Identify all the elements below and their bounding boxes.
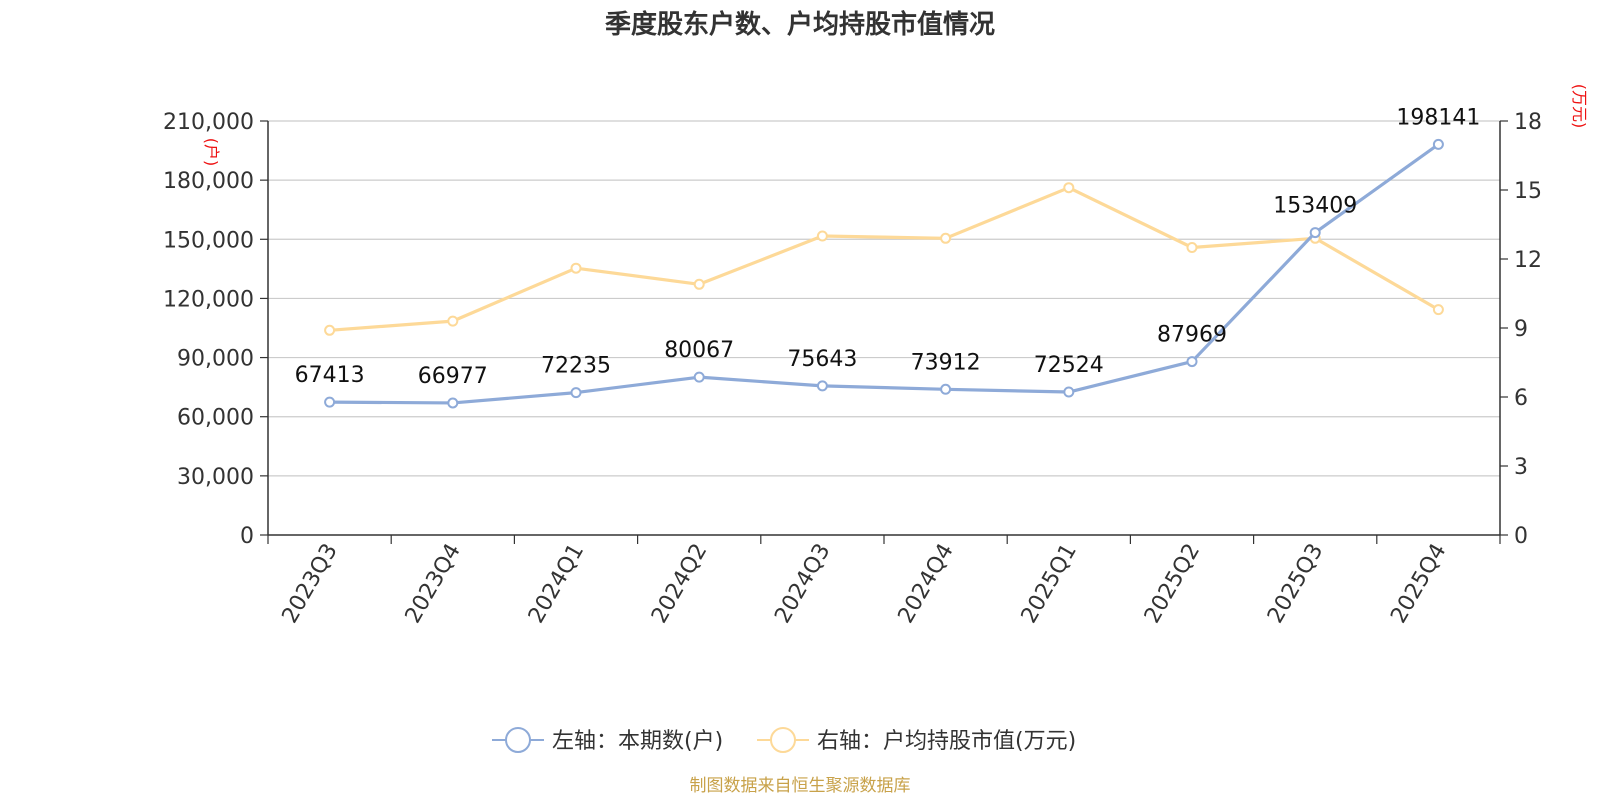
- right-axis-unit: (万元): [1570, 84, 1589, 129]
- data-point: [1186, 356, 1198, 368]
- series-line: [329, 186, 1440, 332]
- data-point: [816, 230, 828, 242]
- data-label: 66977: [418, 364, 488, 389]
- data-point: [447, 397, 459, 409]
- data-label: 72235: [541, 354, 611, 379]
- left-tick-label: 0: [240, 524, 254, 549]
- data-point: [1432, 304, 1444, 316]
- chart-title: 季度股东户数、户均持股市值情况: [605, 9, 995, 40]
- x-tick-label: 2024Q1: [524, 540, 589, 628]
- left-axis-unit: (户): [202, 138, 221, 167]
- left-tick-label: 60,000: [177, 406, 254, 431]
- x-tick-label: 2023Q3: [277, 540, 342, 628]
- x-tick-label: 2025Q3: [1263, 540, 1328, 628]
- legend-label: 右轴：户均持股市值(万元): [817, 729, 1076, 754]
- left-tick-label: 180,000: [163, 169, 254, 194]
- data-point: [940, 232, 952, 244]
- x-tick-label: 2025Q2: [1140, 540, 1205, 628]
- data-label: 72524: [1034, 353, 1104, 378]
- x-tick-label: 2025Q4: [1386, 540, 1451, 628]
- data-point: [693, 371, 705, 383]
- grid-lines: [268, 120, 1500, 477]
- data-label: 67413: [295, 363, 365, 388]
- left-tick-label: 90,000: [177, 347, 254, 372]
- data-label: 73912: [911, 350, 981, 375]
- legend: 左轴：本期数(户) 右轴：户均持股市值(万元): [492, 727, 1076, 754]
- data-label: 75643: [787, 347, 857, 372]
- data-point: [1063, 386, 1075, 398]
- series-layer: [324, 138, 1444, 409]
- left-tick-label: 120,000: [163, 287, 254, 312]
- right-tick-label: 15: [1514, 179, 1542, 204]
- legend-marker: [505, 727, 531, 753]
- right-tick-label: 18: [1514, 110, 1542, 135]
- source-note: 制图数据来自恒生聚源数据库: [690, 776, 911, 796]
- data-label: 80067: [664, 338, 734, 363]
- data-label: 153409: [1273, 194, 1357, 219]
- data-labels: 67413 66977 72235 80067 75643 73912 72524 87969…: [295, 105, 1481, 389]
- right-tick-label: 12: [1514, 248, 1542, 273]
- data-point: [324, 324, 336, 336]
- data-point: [1186, 242, 1198, 253]
- data-point: [1432, 138, 1444, 150]
- right-tick-label: 9: [1514, 317, 1528, 342]
- left-tick-label: 150,000: [163, 228, 254, 253]
- left-tick-label: 210,000: [163, 110, 254, 135]
- x-tick-label: 2024Q2: [647, 540, 712, 628]
- data-point: [940, 383, 952, 395]
- data-point: [570, 387, 582, 399]
- right-tick-label: 6: [1514, 386, 1528, 411]
- x-tick-label: 2024Q4: [893, 540, 958, 628]
- series-line: [329, 143, 1440, 405]
- data-point: [816, 380, 828, 392]
- data-point: [447, 315, 459, 327]
- axes: [260, 120, 1508, 544]
- data-point: [1309, 227, 1321, 239]
- data-label: 87969: [1157, 323, 1227, 348]
- x-tick-label: 2024Q3: [770, 540, 835, 628]
- data-label: 198141: [1396, 105, 1480, 130]
- legend-label: 左轴：本期数(户): [552, 729, 723, 754]
- x-tick-label: 2023Q4: [401, 540, 466, 628]
- data-point: [570, 262, 582, 274]
- data-point: [324, 396, 336, 408]
- data-point: [693, 278, 705, 290]
- right-tick-label: 3: [1514, 455, 1528, 480]
- right-tick-label: 0: [1514, 524, 1528, 549]
- x-tick-label: 2025Q1: [1017, 540, 1082, 628]
- data-point: [1063, 182, 1075, 194]
- legend-marker: [770, 727, 796, 753]
- left-tick-label: 30,000: [177, 465, 254, 490]
